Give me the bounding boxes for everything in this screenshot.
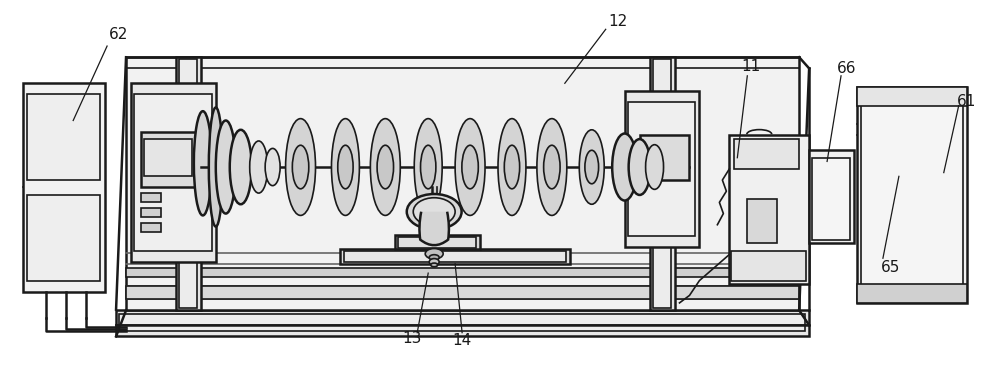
Ellipse shape: [429, 259, 439, 265]
Ellipse shape: [537, 118, 567, 215]
Text: 14: 14: [452, 333, 472, 348]
Bar: [119, 314, 805, 331]
Ellipse shape: [292, 145, 309, 189]
Bar: [857, 284, 967, 303]
Ellipse shape: [612, 134, 637, 201]
Bar: [116, 310, 809, 336]
Bar: [27, 94, 100, 180]
Ellipse shape: [407, 194, 462, 230]
Bar: [141, 223, 161, 232]
Ellipse shape: [338, 145, 353, 189]
Ellipse shape: [504, 145, 520, 189]
Bar: [176, 57, 201, 310]
Ellipse shape: [585, 150, 599, 184]
Ellipse shape: [425, 249, 443, 259]
Text: 66: 66: [837, 61, 857, 76]
Bar: [27, 195, 100, 280]
Bar: [625, 91, 699, 247]
Bar: [650, 57, 675, 310]
Text: 65: 65: [881, 260, 901, 275]
Ellipse shape: [455, 118, 485, 215]
Bar: [141, 132, 196, 188]
Bar: [729, 135, 809, 284]
Ellipse shape: [370, 118, 400, 215]
Ellipse shape: [429, 255, 439, 260]
Bar: [747, 199, 777, 243]
Ellipse shape: [194, 111, 212, 215]
Ellipse shape: [414, 118, 442, 215]
Bar: [857, 87, 967, 106]
Bar: [344, 251, 566, 262]
Ellipse shape: [413, 198, 455, 226]
Text: 61: 61: [957, 94, 976, 110]
Ellipse shape: [331, 118, 359, 215]
Bar: [179, 59, 197, 309]
Ellipse shape: [462, 145, 478, 189]
Bar: [23, 83, 105, 292]
Bar: [653, 59, 671, 309]
Ellipse shape: [579, 130, 604, 204]
Text: 11: 11: [742, 59, 761, 74]
Ellipse shape: [209, 108, 223, 226]
Bar: [812, 158, 850, 240]
Text: 12: 12: [608, 14, 627, 29]
Ellipse shape: [250, 141, 268, 193]
Bar: [126, 57, 799, 310]
Ellipse shape: [377, 145, 394, 189]
Bar: [126, 286, 799, 299]
Bar: [340, 249, 570, 264]
Ellipse shape: [421, 145, 436, 189]
Bar: [628, 102, 695, 236]
Ellipse shape: [265, 148, 280, 186]
Bar: [809, 150, 854, 243]
Text: 13: 13: [403, 332, 422, 346]
Ellipse shape: [216, 120, 236, 213]
Bar: [734, 139, 799, 169]
Ellipse shape: [646, 145, 664, 189]
Bar: [640, 135, 689, 180]
Bar: [141, 208, 161, 217]
Bar: [861, 89, 963, 301]
PathPatch shape: [419, 212, 449, 245]
Bar: [131, 83, 216, 262]
Ellipse shape: [544, 145, 560, 189]
Ellipse shape: [431, 263, 438, 267]
Ellipse shape: [498, 118, 526, 215]
Ellipse shape: [629, 139, 651, 195]
Bar: [144, 139, 192, 176]
Ellipse shape: [286, 118, 316, 215]
Bar: [141, 193, 161, 202]
Ellipse shape: [230, 130, 252, 204]
Bar: [134, 94, 212, 251]
Bar: [126, 267, 799, 277]
Bar: [395, 235, 480, 249]
Bar: [857, 87, 967, 303]
Bar: [398, 237, 476, 248]
Bar: [731, 251, 806, 280]
Text: 62: 62: [109, 27, 129, 42]
